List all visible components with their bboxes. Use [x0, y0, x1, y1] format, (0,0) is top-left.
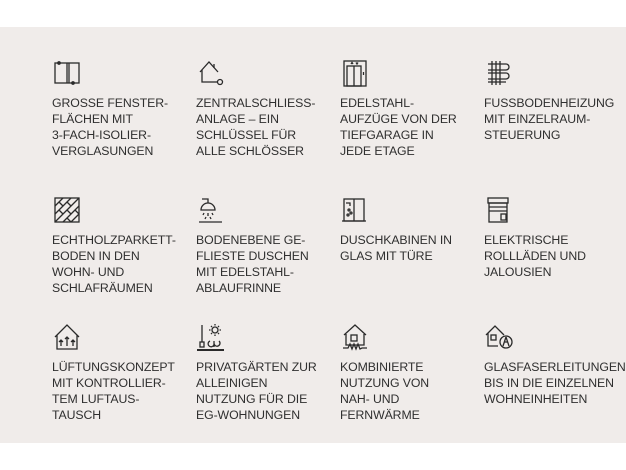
feature-item: ZENTRALSCHLIESS- ANLAGE – EIN SCHLÜSSEL …	[196, 58, 340, 159]
feature-item: GROSSE FENSTER- FLÄCHEN MIT 3-FACH-ISOLI…	[52, 58, 196, 159]
feature-label: GROSSE FENSTER- FLÄCHEN MIT 3-FACH-ISOLI…	[52, 96, 169, 158]
features-panel	[0, 27, 626, 443]
feature-label: DUSCHKABINEN IN GLAS MIT TÜRE	[340, 233, 452, 263]
feature-item: DUSCHKABINEN IN GLAS MIT TÜRE	[340, 195, 484, 264]
window-icon	[52, 58, 82, 88]
feature-label: KOMBINIERTE NUTZUNG VON NAH- UND FERNWÄR…	[340, 360, 430, 422]
feature-label: GLASFASERLEITUNGEN BIS IN DIE EINZELNEN …	[484, 360, 626, 406]
roller-shutter-icon	[484, 195, 514, 225]
house-key-icon	[196, 58, 226, 88]
feature-item: BODENEBENE GE- FLIESTE DUSCHEN MIT EDELS…	[196, 195, 340, 296]
feature-item: FUSSBODENHEIZUNG MIT EINZELRAUM- STEUERU…	[484, 58, 626, 143]
feature-label: PRIVATGÄRTEN ZUR ALLEINIGEN NUTZUNG FÜR …	[196, 360, 317, 422]
feature-item: ELEKTRISCHE ROLLLÄDEN UND JALOUSIEN	[484, 195, 626, 280]
feature-label: ECHTHOLZPARKETT- BODEN IN DEN WOHN- UND …	[52, 233, 176, 295]
fiber-optic-icon	[484, 322, 514, 352]
feature-label: ELEKTRISCHE ROLLLÄDEN UND JALOUSIEN	[484, 233, 586, 279]
shower-cabin-icon	[340, 195, 370, 225]
feature-item: ECHTHOLZPARKETT- BODEN IN DEN WOHN- UND …	[52, 195, 196, 296]
feature-label: EDELSTAHL- AUFZÜGE VON DER TIEFGARAGE IN…	[340, 96, 457, 158]
feature-label: FUSSBODENHEIZUNG MIT EINZELRAUM- STEUERU…	[484, 96, 615, 142]
feature-item: PRIVATGÄRTEN ZUR ALLEINIGEN NUTZUNG FÜR …	[196, 322, 340, 423]
feature-label: BODENEBENE GE- FLIESTE DUSCHEN MIT EDELS…	[196, 233, 309, 295]
feature-item: GLASFASERLEITUNGEN BIS IN DIE EINZELNEN …	[484, 322, 626, 407]
feature-label: LÜFTUNGSKONZEPT MIT KONTROLLIER- TEM LUF…	[52, 360, 175, 422]
feature-item: KOMBINIERTE NUTZUNG VON NAH- UND FERNWÄR…	[340, 322, 484, 423]
feature-label: ZENTRALSCHLIESS- ANLAGE – EIN SCHLÜSSEL …	[196, 96, 316, 158]
ventilation-house-icon	[52, 322, 82, 352]
feature-item: LÜFTUNGSKONZEPT MIT KONTROLLIER- TEM LUF…	[52, 322, 196, 423]
district-heating-icon	[340, 322, 370, 352]
floor-heating-icon	[484, 58, 514, 88]
elevator-icon	[340, 58, 370, 88]
feature-item: EDELSTAHL- AUFZÜGE VON DER TIEFGARAGE IN…	[340, 58, 484, 159]
shower-icon	[196, 195, 226, 225]
garden-icon	[196, 322, 226, 352]
parquet-icon	[52, 195, 82, 225]
